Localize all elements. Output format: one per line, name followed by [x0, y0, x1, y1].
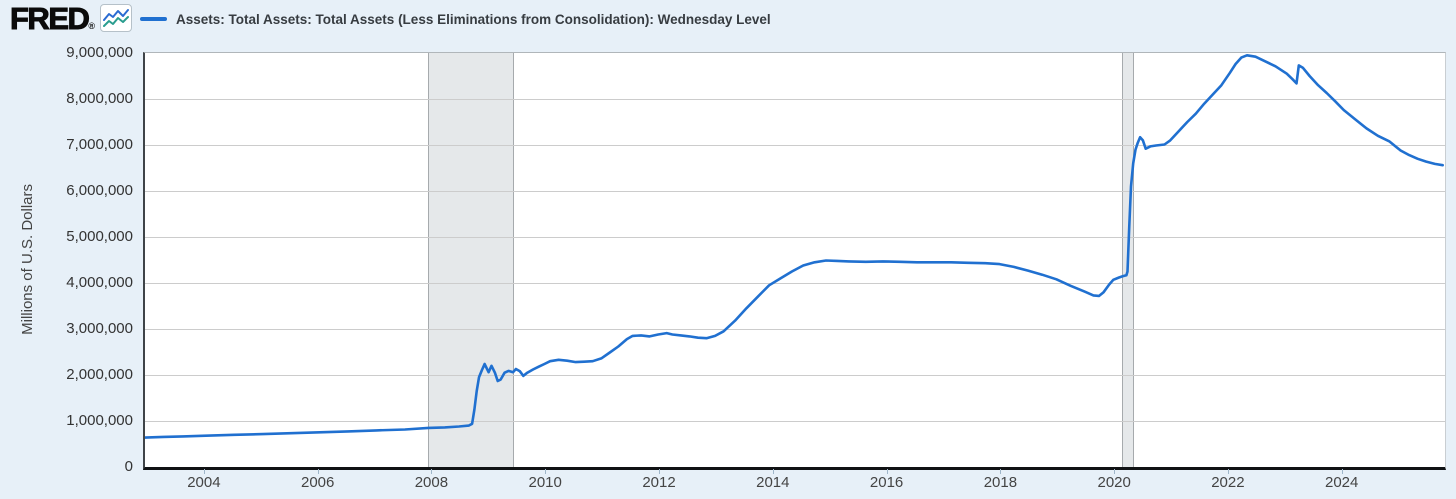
x-tick-label: 2024: [1325, 474, 1359, 491]
series-line[interactable]: [145, 53, 1444, 439]
x-tick-mark: [1000, 469, 1002, 474]
x-tick-mark: [772, 469, 774, 474]
x-tick-mark: [545, 469, 547, 474]
gridline: [145, 329, 1445, 330]
y-tick-label: 2,000,000: [66, 365, 133, 383]
plot-area[interactable]: [143, 52, 1446, 470]
gridline: [145, 191, 1445, 192]
x-tick-mark: [317, 469, 319, 474]
fred-logo-text: FRED: [9, 1, 90, 36]
y-tick-label: 6,000,000: [66, 181, 133, 199]
x-tick-mark: [431, 469, 433, 474]
fred-sparkline-icon: [100, 4, 132, 32]
x-tick-label: 2022: [1211, 474, 1245, 491]
gridline: [145, 237, 1445, 238]
x-tick-mark: [203, 469, 205, 474]
x-tick-label: 2010: [528, 474, 562, 491]
gridline: [145, 421, 1445, 422]
x-tick-mark: [1341, 469, 1343, 474]
gridline: [145, 145, 1445, 146]
sparkline-teal-line: [103, 16, 129, 27]
x-tick-label: 2006: [301, 474, 335, 491]
y-axis-title-text: Millions of U.S. Dollars: [18, 183, 36, 335]
y-axis-title: Millions of U.S. Dollars: [16, 52, 38, 466]
sparkline-blue-line: [103, 9, 129, 21]
y-tick-label: 1,000,000: [66, 411, 133, 429]
x-tick-mark: [659, 469, 660, 474]
y-tick-label: 0: [124, 457, 133, 475]
x-tick-mark: [886, 469, 888, 474]
legend-line-marker: [140, 17, 167, 21]
recession-band: [428, 53, 515, 467]
series-title[interactable]: Assets: Total Assets: Total Assets (Less…: [176, 11, 771, 27]
gridline: [145, 283, 1445, 284]
registered-trademark: ®: [88, 21, 96, 31]
y-tick-label: 3,000,000: [66, 319, 133, 337]
sparkline-graphic: [103, 9, 129, 27]
x-tick-label: 2016: [869, 474, 904, 491]
gridline: [145, 375, 1445, 376]
x-tick-mark: [1114, 469, 1116, 474]
x-tick-label: 2012: [642, 474, 676, 491]
x-tick-label: 2008: [414, 474, 449, 491]
x-tick-label: 2014: [756, 474, 790, 491]
gridline: [145, 99, 1445, 100]
legend: Assets: Total Assets: Total Assets (Less…: [140, 10, 771, 28]
x-tick-mark: [1227, 469, 1229, 474]
series-line-chart[interactable]: [145, 53, 1445, 467]
fred-logo[interactable]: FRED®: [9, 1, 96, 42]
x-tick-label: 2004: [187, 474, 221, 491]
y-tick-label: 4,000,000: [66, 273, 133, 291]
x-tick-label: 2018: [983, 474, 1018, 491]
y-tick-label: 5,000,000: [66, 227, 133, 245]
y-tick-label: 7,000,000: [66, 135, 133, 153]
y-tick-label: 9,000,000: [66, 43, 133, 61]
y-tick-label: 8,000,000: [66, 89, 133, 107]
x-tick-label: 2020: [1097, 474, 1131, 491]
